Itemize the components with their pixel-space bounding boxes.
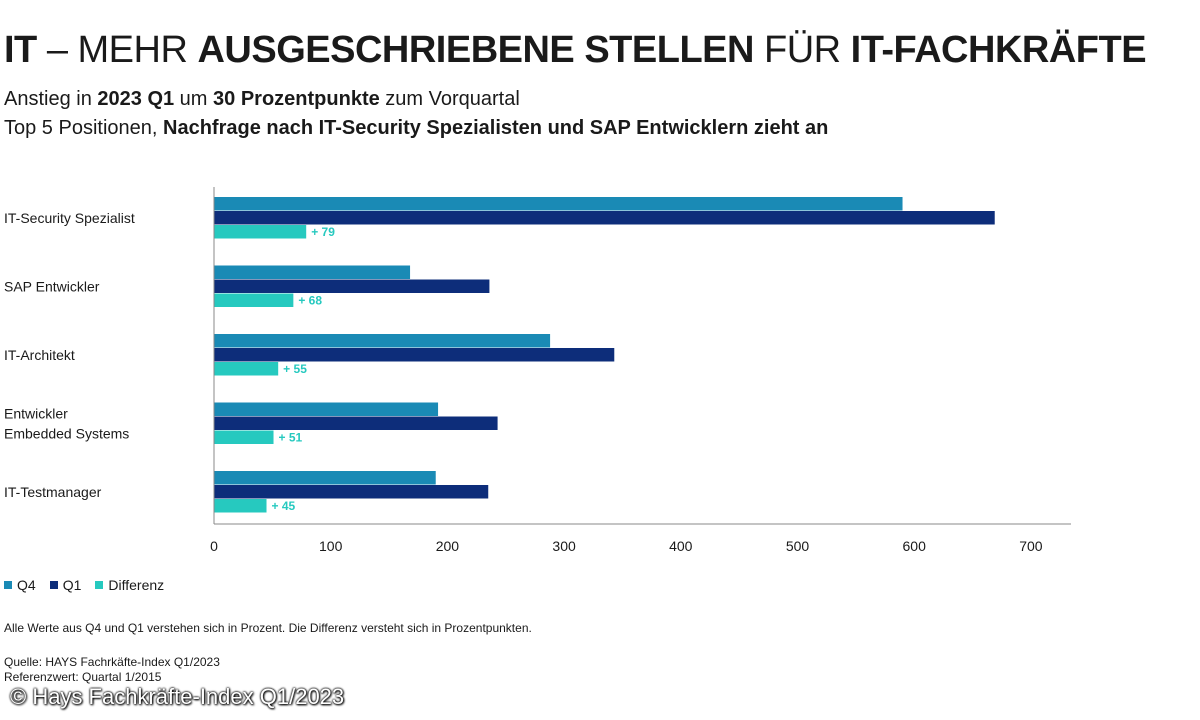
x-tick-label-500: 500 <box>786 538 810 554</box>
legend: Q4 Q1 Differenz <box>4 576 164 594</box>
copyright-watermark: © Hays Fachkräfte-Index Q1/2023 <box>10 684 345 709</box>
bar-q4-1 <box>214 265 411 279</box>
subtitle-1-d: 30 Prozentpunkte <box>213 88 380 110</box>
legend-swatch-q1 <box>49 581 58 589</box>
bar-q4-2 <box>214 334 551 348</box>
legend-item-q1: Q1 <box>49 576 82 594</box>
category-label-2-0: IT-Architekt <box>4 347 75 363</box>
title-part-4: FÜR <box>753 29 851 71</box>
bar-q1-1 <box>214 279 490 293</box>
data-label-differenz-1: + 68 <box>298 293 322 307</box>
legend-item-q4: Q4 <box>4 576 36 594</box>
subtitle-1: Anstieg in 2023 Q1 um 30 Prozentpunkte z… <box>4 87 520 111</box>
x-tick-label-200: 200 <box>436 538 460 554</box>
x-tick-label-100: 100 <box>319 538 343 554</box>
subtitle-1-a: Anstieg in <box>4 88 98 110</box>
x-tick-label-700: 700 <box>1019 538 1043 554</box>
legend-label-q1: Q1 <box>62 577 82 593</box>
footnote: Alle Werte aus Q4 und Q1 verstehen sich … <box>4 621 532 635</box>
bar-q1-0 <box>214 211 995 225</box>
subtitle-2: Top 5 Positionen, Nachfrage nach IT-Secu… <box>4 116 828 140</box>
title-part-2: – MEHR <box>36 29 198 71</box>
legend-swatch-differenz <box>95 581 104 589</box>
category-label-1-0: SAP Entwickler <box>4 278 100 294</box>
category-label-3-1: Embedded Systems <box>4 425 129 441</box>
title-part-5: IT-FACHKRÄFTE <box>850 29 1147 71</box>
page-title: IT – MEHR AUSGESCHRIEBENE STELLEN FÜR IT… <box>4 28 1147 72</box>
bar-q1-2 <box>214 348 615 362</box>
x-tick-label-300: 300 <box>552 538 576 554</box>
data-label-differenz-2: + 55 <box>283 362 307 376</box>
title-part-1: IT <box>4 29 37 71</box>
bar-differenz-2 <box>214 362 279 376</box>
subtitle-2-a: Top 5 Positionen, <box>4 117 163 139</box>
bar-differenz-4 <box>214 499 267 513</box>
bar-differenz-0 <box>214 225 307 239</box>
legend-label-q4: Q4 <box>17 577 36 593</box>
legend-label-differenz: Differenz <box>108 577 165 593</box>
category-label-3-0: Entwickler <box>4 405 68 421</box>
x-tick-label-600: 600 <box>903 538 927 554</box>
bar-differenz-3 <box>214 430 274 444</box>
bar-q4-4 <box>214 471 436 485</box>
subtitle-1-c: um <box>174 88 214 110</box>
x-tick-label-400: 400 <box>669 538 693 554</box>
subtitle-1-b: 2023 Q1 <box>97 88 175 110</box>
title-part-3: AUSGESCHRIEBENE STELLEN <box>197 29 754 71</box>
subtitle-2-b: Nachfrage nach IT-Security Spezialisten … <box>163 117 829 139</box>
category-label-0-0: IT-Security Spezialist <box>4 210 135 226</box>
bar-differenz-1 <box>214 293 294 307</box>
bar-q1-3 <box>214 416 498 430</box>
bar-q4-0 <box>214 197 903 211</box>
bar-q1-4 <box>214 485 489 499</box>
bar-q4-3 <box>214 402 439 416</box>
category-label-4-0: IT-Testmanager <box>4 484 102 500</box>
x-tick-label-0: 0 <box>210 538 218 554</box>
subtitle-1-e: zum Vorquartal <box>379 88 520 110</box>
reference-line: Referenzwert: Quartal 1/2015 <box>4 670 162 684</box>
bar-chart: + 79 + 68 + 55 + 51 + 45 IT-Security Speziali… <box>4 187 1071 554</box>
legend-swatch-q4 <box>4 581 12 589</box>
data-label-differenz-4: + 45 <box>272 499 296 513</box>
data-label-differenz-3: + 51 <box>279 430 303 444</box>
legend-item-differenz: Differenz <box>95 576 164 594</box>
source-line: Quelle: HAYS Fachrkäfte-Index Q1/2023 <box>4 655 220 669</box>
data-label-differenz-0: + 79 <box>311 225 335 239</box>
